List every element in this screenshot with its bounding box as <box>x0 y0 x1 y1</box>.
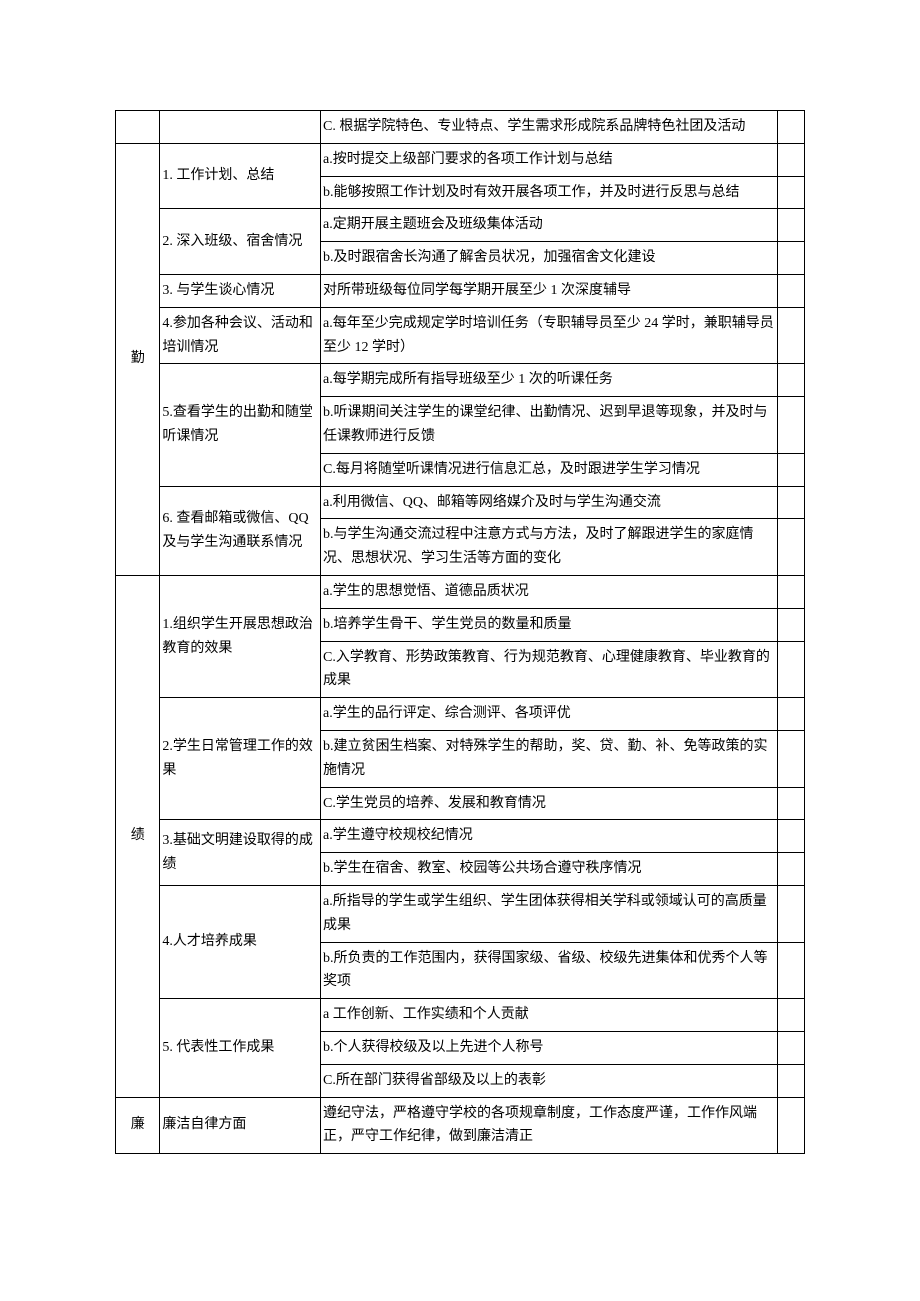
table-body: C. 根据学院特色、专业特点、学生需求形成院系品牌特色社团及活动勤1. 工作计划… <box>116 111 805 1154</box>
detail-cell: C.入学教育、形势政策教育、行为规范教育、心理健康教育、毕业教育的成果 <box>321 641 778 698</box>
score-cell <box>777 608 805 641</box>
detail-cell: a.学生遵守校规校纪情况 <box>321 820 778 853</box>
score-cell <box>777 397 805 454</box>
table-row: 4.人才培养成果a.所指导的学生或学生组织、学生团体获得相关学科或领域认可的高质… <box>116 885 805 942</box>
score-cell <box>777 1097 805 1154</box>
detail-cell: b.建立贫困生档案、对特殊学生的帮助，奖、贷、勤、补、免等政策的实施情况 <box>321 730 778 787</box>
category-cell: 勤 <box>116 143 160 575</box>
score-cell <box>777 1031 805 1064</box>
item-label-cell: 4.人才培养成果 <box>160 885 321 998</box>
detail-cell: a.所指导的学生或学生组织、学生团体获得相关学科或领域认可的高质量成果 <box>321 885 778 942</box>
detail-cell: b.能够按照工作计划及时有效开展各项工作，并及时进行反思与总结 <box>321 176 778 209</box>
item-label-cell: 2. 深入班级、宿舍情况 <box>160 209 321 275</box>
score-cell <box>777 111 805 144</box>
score-cell <box>777 486 805 519</box>
table-row: 6. 查看邮箱或微信、QQ 及与学生沟通联系情况a.利用微信、QQ、邮箱等网络媒… <box>116 486 805 519</box>
score-cell <box>777 274 805 307</box>
item-label-cell: 1. 工作计划、总结 <box>160 143 321 209</box>
item-label-cell <box>160 111 321 144</box>
detail-cell: a.每学期完成所有指导班级至少 1 次的听课任务 <box>321 364 778 397</box>
evaluation-table: C. 根据学院特色、专业特点、学生需求形成院系品牌特色社团及活动勤1. 工作计划… <box>115 110 805 1154</box>
item-label-cell: 廉洁自律方面 <box>160 1097 321 1154</box>
table-row: 2. 深入班级、宿舍情况a.定期开展主题班会及班级集体活动 <box>116 209 805 242</box>
table-row: 5.查看学生的出勤和随堂听课情况a.每学期完成所有指导班级至少 1 次的听课任务 <box>116 364 805 397</box>
detail-cell: b.听课期间关注学生的课堂纪律、出勤情况、迟到早退等现象，并及时与任课教师进行反… <box>321 397 778 454</box>
score-cell <box>777 307 805 364</box>
score-cell <box>777 942 805 999</box>
detail-cell: C. 根据学院特色、专业特点、学生需求形成院系品牌特色社团及活动 <box>321 111 778 144</box>
score-cell <box>777 176 805 209</box>
score-cell <box>777 209 805 242</box>
detail-cell: b.培养学生骨干、学生党员的数量和质量 <box>321 608 778 641</box>
score-cell <box>777 242 805 275</box>
table-row: 2.学生日常管理工作的效果a.学生的品行评定、综合测评、各项评优 <box>116 698 805 731</box>
detail-cell: b.与学生沟通交流过程中注意方式与方法，及时了解跟进学生的家庭情况、思想状况、学… <box>321 519 778 576</box>
score-cell <box>777 1064 805 1097</box>
table-row: 5. 代表性工作成果a 工作创新、工作实绩和个人贡献 <box>116 999 805 1032</box>
document-page: C. 根据学院特色、专业特点、学生需求形成院系品牌特色社团及活动勤1. 工作计划… <box>0 0 920 1284</box>
category-cell <box>116 111 160 144</box>
detail-cell: b.及时跟宿舍长沟通了解舍员状况，加强宿舍文化建设 <box>321 242 778 275</box>
score-cell <box>777 698 805 731</box>
detail-cell: b.个人获得校级及以上先进个人称号 <box>321 1031 778 1064</box>
score-cell <box>777 853 805 886</box>
item-label-cell: 1.组织学生开展思想政治教育的效果 <box>160 575 321 697</box>
table-row: 4.参加各种会议、活动和培训情况a.每年至少完成规定学时培训任务（专职辅导员至少… <box>116 307 805 364</box>
detail-cell: a.学生的品行评定、综合测评、各项评优 <box>321 698 778 731</box>
score-cell <box>777 641 805 698</box>
score-cell <box>777 519 805 576</box>
table-row: 绩1.组织学生开展思想政治教育的效果a.学生的思想觉悟、道德品质状况 <box>116 575 805 608</box>
table-row: 3.基础文明建设取得的成绩a.学生遵守校规校纪情况 <box>116 820 805 853</box>
item-label-cell: 4.参加各种会议、活动和培训情况 <box>160 307 321 364</box>
detail-cell: 对所带班级每位同学每学期开展至少 1 次深度辅导 <box>321 274 778 307</box>
detail-cell: b.学生在宿舍、教室、校园等公共场合遵守秩序情况 <box>321 853 778 886</box>
score-cell <box>777 820 805 853</box>
detail-cell: C.学生党员的培养、发展和教育情况 <box>321 787 778 820</box>
score-cell <box>777 364 805 397</box>
item-label-cell: 3. 与学生谈心情况 <box>160 274 321 307</box>
detail-cell: 遵纪守法，严格遵守学校的各项规章制度，工作态度严谨，工作作风端正，严守工作纪律，… <box>321 1097 778 1154</box>
category-cell: 绩 <box>116 575 160 1097</box>
score-cell <box>777 885 805 942</box>
score-cell <box>777 453 805 486</box>
table-row: 3. 与学生谈心情况对所带班级每位同学每学期开展至少 1 次深度辅导 <box>116 274 805 307</box>
item-label-cell: 6. 查看邮箱或微信、QQ 及与学生沟通联系情况 <box>160 486 321 575</box>
item-label-cell: 2.学生日常管理工作的效果 <box>160 698 321 820</box>
detail-cell: a.按时提交上级部门要求的各项工作计划与总结 <box>321 143 778 176</box>
detail-cell: a 工作创新、工作实绩和个人贡献 <box>321 999 778 1032</box>
detail-cell: a.学生的思想觉悟、道德品质状况 <box>321 575 778 608</box>
item-label-cell: 3.基础文明建设取得的成绩 <box>160 820 321 886</box>
score-cell <box>777 787 805 820</box>
detail-cell: C.所在部门获得省部级及以上的表彰 <box>321 1064 778 1097</box>
table-row: 廉廉洁自律方面遵纪守法，严格遵守学校的各项规章制度，工作态度严谨，工作作风端正，… <box>116 1097 805 1154</box>
detail-cell: C.每月将随堂听课情况进行信息汇总，及时跟进学生学习情况 <box>321 453 778 486</box>
table-row: C. 根据学院特色、专业特点、学生需求形成院系品牌特色社团及活动 <box>116 111 805 144</box>
detail-cell: a.每年至少完成规定学时培训任务（专职辅导员至少 24 学时，兼职辅导员至少 1… <box>321 307 778 364</box>
score-cell <box>777 999 805 1032</box>
score-cell <box>777 730 805 787</box>
item-label-cell: 5. 代表性工作成果 <box>160 999 321 1097</box>
score-cell <box>777 575 805 608</box>
score-cell <box>777 143 805 176</box>
detail-cell: b.所负责的工作范围内，获得国家级、省级、校级先进集体和优秀个人等奖项 <box>321 942 778 999</box>
detail-cell: a.定期开展主题班会及班级集体活动 <box>321 209 778 242</box>
table-row: 勤1. 工作计划、总结a.按时提交上级部门要求的各项工作计划与总结 <box>116 143 805 176</box>
item-label-cell: 5.查看学生的出勤和随堂听课情况 <box>160 364 321 486</box>
category-cell: 廉 <box>116 1097 160 1154</box>
detail-cell: a.利用微信、QQ、邮箱等网络媒介及时与学生沟通交流 <box>321 486 778 519</box>
